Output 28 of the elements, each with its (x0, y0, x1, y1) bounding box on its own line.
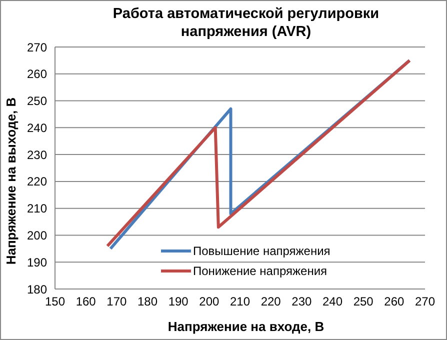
x-tick-label: 170 (106, 294, 127, 309)
x-tick-label: 230 (292, 294, 312, 309)
y-tick-label: 220 (26, 174, 48, 189)
y-axis-title: Напряжение на выходе, В (4, 97, 18, 265)
x-tick-label: 250 (353, 294, 374, 309)
y-tick-label: 230 (26, 148, 48, 162)
y-tick-label: 240 (26, 120, 48, 135)
y-tick-label: 260 (26, 67, 48, 82)
y-tick-label: 210 (26, 202, 48, 216)
y-tick-label: 270 (26, 40, 48, 54)
x-axis-title: Напряжение на входе, В (166, 319, 326, 334)
legend-label: Понижение напряжения (193, 263, 328, 280)
y-tick-label: 250 (26, 94, 48, 108)
x-tick-label: 270 (414, 294, 436, 309)
x-tick-label: 160 (76, 294, 96, 309)
y-tick-label: 180 (26, 282, 48, 296)
x-tick-label: 220 (260, 294, 282, 309)
legend-label: Повышение напряжения (193, 243, 330, 260)
x-tick-label: 210 (230, 294, 250, 309)
y-tick-label: 190 (26, 255, 48, 270)
x-tick-label: 190 (168, 294, 189, 309)
x-tick-label: 260 (384, 294, 404, 309)
x-tick-label: 180 (137, 294, 158, 309)
x-tick-label: 240 (322, 294, 343, 309)
chart-title: Работа автоматической регулировки напряжения (AVR) (112, 5, 380, 41)
y-tick-label: 200 (26, 228, 48, 242)
x-tick-label: 200 (199, 294, 220, 309)
x-tick-label: 150 (44, 294, 66, 309)
